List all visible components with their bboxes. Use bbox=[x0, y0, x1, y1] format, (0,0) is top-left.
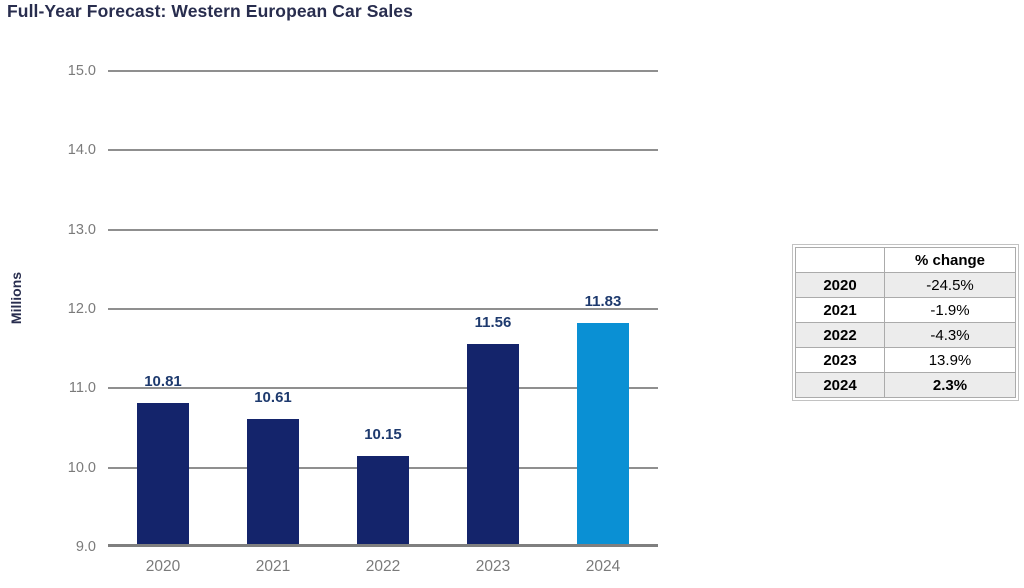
table-row: 2022 -4.3% bbox=[795, 322, 1016, 348]
y-axis-title: Millions bbox=[8, 271, 24, 325]
y-tick-label: 9.0 bbox=[75, 539, 96, 555]
table-year-cell: 2024 bbox=[795, 372, 885, 398]
bar-value-label: 11.83 bbox=[584, 292, 622, 310]
table-header-percent-change: % change bbox=[884, 247, 1016, 273]
chart-title: Full-Year Forecast: Western European Car… bbox=[7, 1, 413, 21]
table-change-cell: 2.3% bbox=[884, 372, 1016, 398]
x-axis-line bbox=[108, 544, 658, 547]
x-tick-label: 2024 bbox=[585, 558, 621, 575]
y-tick-label: 13.0 bbox=[67, 221, 96, 238]
bar-2021 bbox=[247, 419, 299, 547]
bar-value-label: 10.15 bbox=[364, 425, 402, 443]
table-change-cell: -1.9% bbox=[884, 297, 1016, 323]
table-year-cell: 2022 bbox=[795, 322, 885, 348]
percent-change-table: % change 2020 -24.5% 2021 -1.9% 2022 -4.… bbox=[792, 244, 1019, 401]
bar-2022 bbox=[357, 455, 409, 547]
y-tick-label: 11.0 bbox=[68, 380, 96, 397]
gridline bbox=[108, 228, 658, 231]
x-tick-label: 2023 bbox=[475, 558, 511, 575]
bar-value-label: 10.81 bbox=[144, 373, 182, 391]
x-axis: 2020 2021 2022 2023 2024 bbox=[108, 558, 658, 582]
table-change-cell: -4.3% bbox=[884, 322, 1016, 348]
x-tick-label: 2022 bbox=[365, 558, 401, 575]
y-tick-label: 14.0 bbox=[67, 142, 96, 159]
table-header-row: % change bbox=[795, 247, 1016, 273]
x-tick-label: 2021 bbox=[255, 558, 291, 575]
bar-2023 bbox=[467, 343, 519, 547]
gridline bbox=[108, 387, 658, 390]
y-tick-label: 15.0 bbox=[67, 63, 96, 79]
gridline bbox=[108, 70, 658, 72]
bar-value-label: 11.56 bbox=[474, 313, 512, 331]
table-year-cell: 2021 bbox=[795, 297, 885, 323]
gridline bbox=[108, 149, 658, 152]
table-corner-cell bbox=[795, 247, 885, 273]
x-tick-label: 2020 bbox=[145, 558, 181, 575]
table-change-cell: -24.5% bbox=[884, 272, 1016, 298]
gridline bbox=[108, 308, 658, 310]
table-row: 2021 -1.9% bbox=[795, 297, 1016, 323]
bar-2024 bbox=[577, 322, 629, 547]
y-axis: 9.0 10.0 11.0 12.0 13.0 14.0 15.0 bbox=[36, 63, 96, 555]
y-tick-label: 12.0 bbox=[67, 301, 96, 317]
table-year-cell: 2020 bbox=[795, 272, 885, 298]
table-row: 2023 13.9% bbox=[795, 347, 1016, 373]
bar-2020 bbox=[137, 403, 189, 547]
table-change-cell: 13.9% bbox=[884, 347, 1016, 373]
plot-area: 10.81 10.61 10.15 11.56 11.83 bbox=[108, 70, 658, 547]
table-row: 2020 -24.5% bbox=[795, 272, 1016, 298]
y-tick-label: 10.0 bbox=[67, 459, 96, 476]
table-year-cell: 2023 bbox=[795, 347, 885, 373]
bar-value-label: 10.61 bbox=[254, 389, 292, 407]
table-row: 2024 2.3% bbox=[795, 372, 1016, 398]
